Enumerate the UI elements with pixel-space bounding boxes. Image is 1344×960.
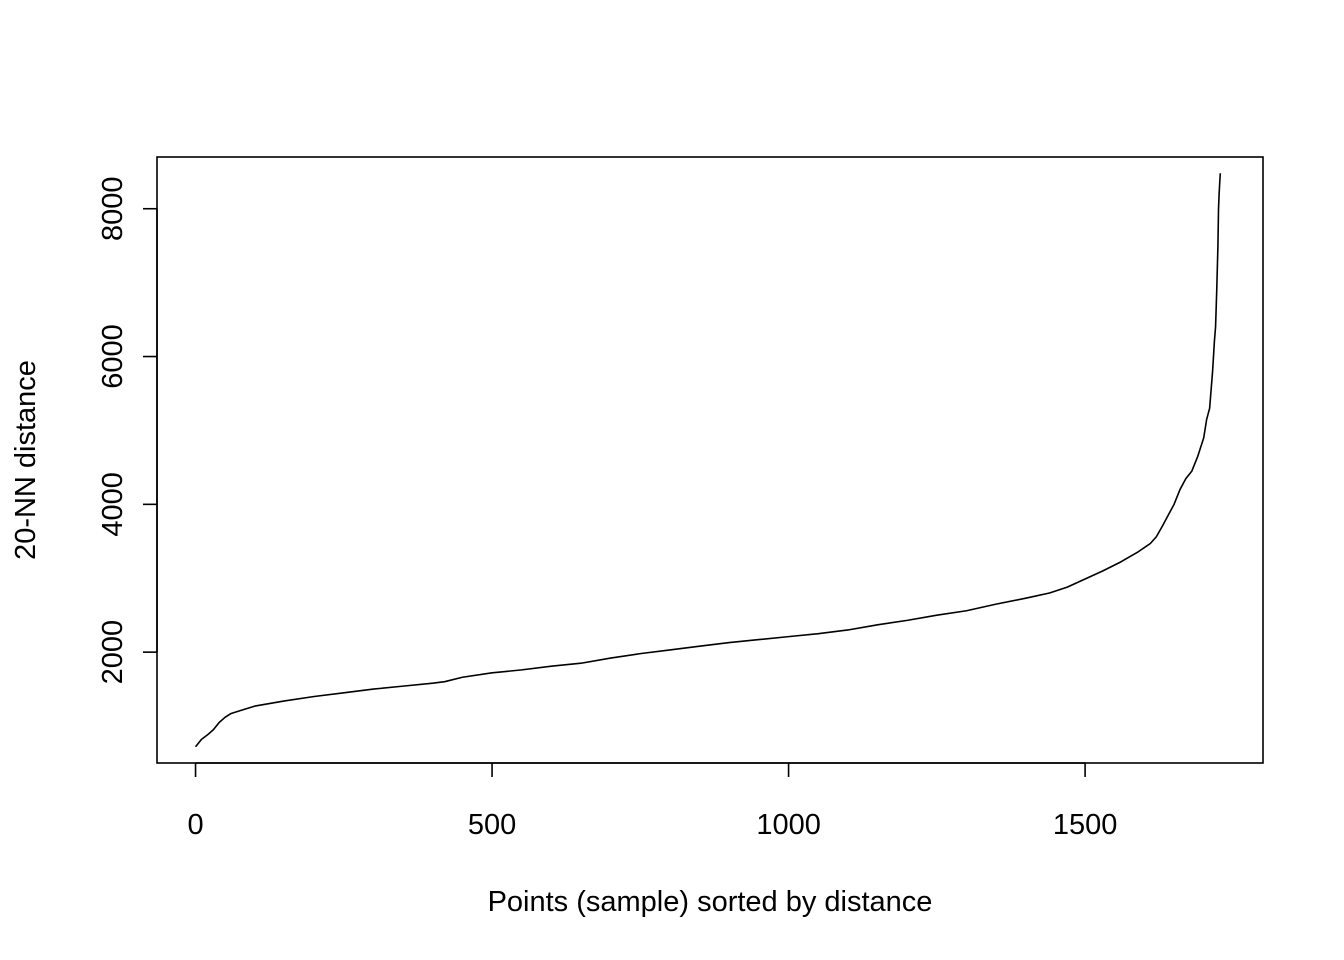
y-axis: 2000 4000 6000 8000 [97, 176, 158, 685]
plot-frame [156, 156, 1264, 764]
y-tick-label: 8000 [97, 176, 129, 241]
distance-series-line [194, 173, 1222, 748]
y-axis-label: 20-NN distance [10, 360, 42, 560]
y-tick-label: 6000 [97, 324, 129, 389]
x-tick-label: 1000 [756, 809, 821, 841]
x-tick-label: 500 [468, 809, 516, 841]
x-axis: 0 500 1000 1500 [187, 762, 1118, 841]
y-tick-label: 4000 [97, 472, 129, 537]
x-tick-label: 0 [187, 809, 203, 841]
y-tick-label: 2000 [97, 620, 129, 685]
x-tick-label: 1500 [1053, 809, 1118, 841]
x-axis-label: Points (sample) sorted by distance [488, 886, 933, 918]
